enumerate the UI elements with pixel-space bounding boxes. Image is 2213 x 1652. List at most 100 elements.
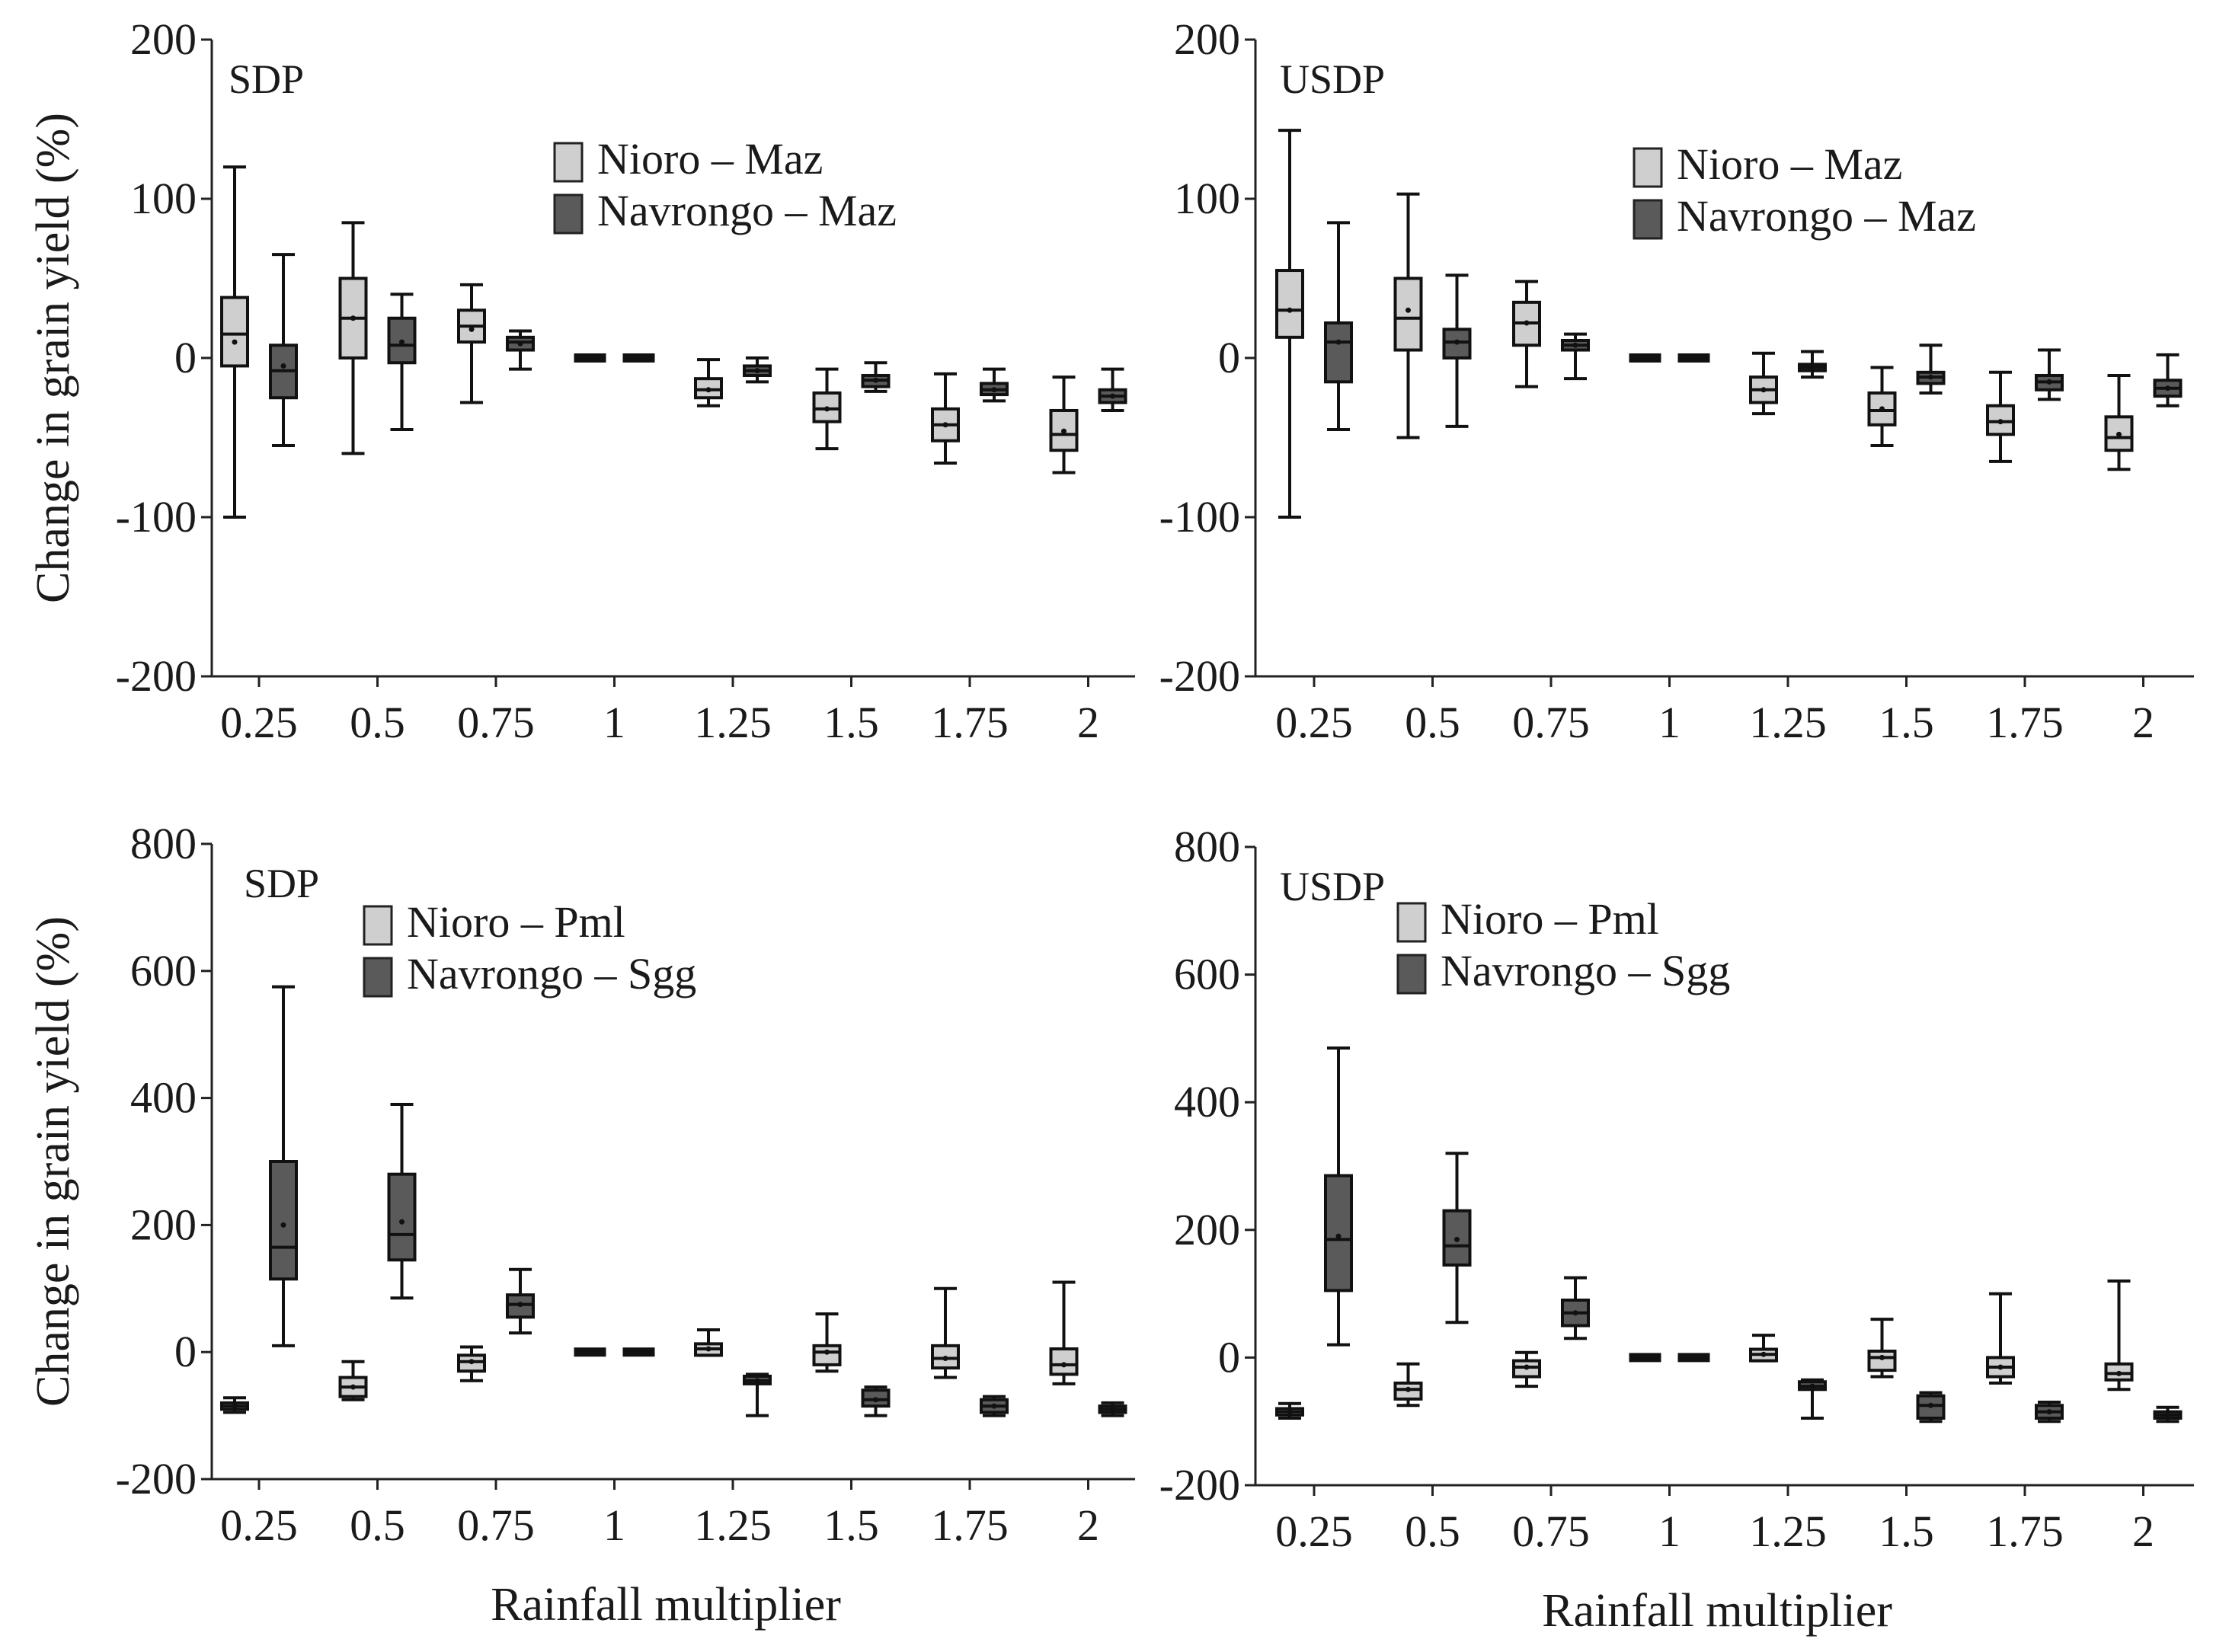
box-dark-1.75 [2035,1401,2064,1424]
box-light-2 [1049,1280,1079,1385]
box-light-0.25 [1275,129,1304,519]
box-light-0.25 [220,1396,249,1414]
mean-marker [991,387,997,393]
box-body [269,1160,298,1281]
legend-swatch [553,142,584,183]
reference-marker [574,353,606,363]
legend-label: Nioro – Maz [597,134,823,184]
panel-2: 200 100 0 -100 -200 0.25 0.5 0.75 1 1.25 1.5 1.75 2 U… [1159,14,2194,747]
mean-marker [1061,1362,1067,1368]
mean-marker [1287,307,1293,313]
x-tick-label: 1.25 [1749,698,1827,747]
reference-marker [1677,353,1710,363]
mean-marker [1454,1236,1460,1242]
x-tick-label: 2 [1077,698,1099,747]
box-body [1393,276,1423,352]
legend-label: Navrongo – Sgg [1441,946,1730,995]
y-tick-label: -100 [116,492,197,542]
box-light-1.5 [812,1312,842,1373]
mean-marker [1406,1386,1411,1392]
mean-marker [469,326,475,332]
y-tick-label: -200 [1159,651,1240,701]
mean-marker [2165,1412,2170,1418]
legend-swatch [553,193,584,235]
box-dark-1.5 [1916,344,1946,395]
panel-1: 200 100 0 -100 -200 0.25 0.5 0.75 1 1.25 1.5 1.75 2 S… [27,14,1135,747]
x-tick-label: 0.75 [1512,1507,1590,1556]
y-tick-label: 100 [130,174,197,223]
mean-marker [399,1219,405,1225]
box-dark-0.5 [1442,273,1472,428]
mean-marker [991,1403,997,1409]
mean-marker [1879,1354,1885,1360]
mean-marker [2046,1409,2052,1415]
mean-marker [1809,365,1815,371]
box-body [1049,1347,1079,1376]
x-tick-label: 1 [1658,698,1681,747]
mean-marker [517,1302,523,1308]
box-dark-2 [1098,367,1127,412]
mean-marker [873,377,878,383]
mean-marker [350,1384,356,1390]
box-light-1.75 [931,1286,960,1379]
x-tick-label: 0.5 [350,698,405,747]
x-tick-label: 1.75 [931,698,1009,747]
x-tick-label: 1.25 [694,698,772,747]
y-tick-label: 400 [130,1073,197,1123]
box-body [931,1344,960,1370]
mean-marker [754,1378,760,1384]
mean-marker [2165,385,2170,391]
box-light-1.75 [1986,370,2015,463]
box-body [2104,415,2134,452]
y-axis-label: Change in grain yield (%) [27,916,79,1407]
x-tick-label: 0.5 [1405,1507,1460,1556]
box-body [1275,269,1304,339]
mean-marker [1110,393,1115,399]
legend-label: Nioro – Pml [407,897,625,947]
box-light-0.25 [220,165,249,519]
x-tick-label: 0.25 [1275,698,1353,747]
box-light-0.75 [457,1345,486,1382]
x-tick-label: 1.75 [1986,1507,2064,1556]
box-dark-1 [1677,1353,1710,1363]
mean-marker [280,1222,286,1228]
mean-marker [232,339,238,345]
box-light-0.75 [1512,1350,1541,1388]
y-axis-label: Change in grain yield (%) [27,113,79,603]
y-tick-label: 800 [1174,822,1240,871]
mean-marker [1110,1406,1115,1412]
legend-label: Navrongo – Sgg [407,949,696,999]
x-tick-label: 0.5 [350,1500,405,1550]
box-dark-0.75 [506,329,535,371]
legend-label: Nioro – Maz [1677,139,1902,189]
box-dark-0.5 [387,292,417,432]
mean-marker [350,315,356,321]
mean-marker [1572,342,1578,348]
mean-marker [1809,1383,1815,1389]
mean-marker [280,363,286,369]
mean-marker [754,368,760,374]
box-light-1 [574,1347,606,1357]
box-dark-1.5 [861,1385,891,1417]
y-tick-label: 200 [130,14,197,64]
mean-marker [824,406,830,412]
x-tick-label: 2 [2132,698,2154,747]
legend-swatch [1633,199,1663,240]
box-body [1324,1174,1353,1293]
x-tick-label: 0.75 [457,1500,535,1550]
box-light-0.75 [1512,280,1541,388]
box-light-1.75 [931,372,960,465]
box-light-1.5 [812,367,842,451]
box-dark-1.75 [2035,348,2064,401]
box-dark-0.5 [387,1102,417,1300]
x-tick-label: 2 [1077,1500,1099,1550]
x-tick-label: 1.25 [694,1500,772,1550]
box-light-1.25 [694,1328,723,1357]
mean-marker [824,1349,830,1355]
box-light-2 [2104,1279,2134,1392]
mean-marker [1928,1402,1933,1408]
box-body [1442,328,1472,360]
mean-marker [232,1403,238,1409]
mean-marker [942,422,948,428]
panel-title: USDP [1280,56,1385,102]
